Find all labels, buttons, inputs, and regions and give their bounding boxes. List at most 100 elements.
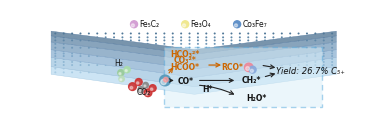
Circle shape [113,47,115,49]
Circle shape [183,24,186,27]
Circle shape [138,47,140,49]
Circle shape [314,64,316,66]
Circle shape [247,43,249,45]
Circle shape [113,36,115,38]
Polygon shape [51,57,336,87]
Circle shape [323,52,325,54]
Circle shape [231,32,232,34]
Circle shape [79,61,82,63]
Circle shape [163,68,165,70]
Circle shape [256,55,258,57]
Circle shape [314,58,316,60]
Text: Fe₅C₂: Fe₅C₂ [139,20,160,29]
Circle shape [180,55,182,57]
Circle shape [172,64,174,66]
Circle shape [205,47,207,49]
Circle shape [323,50,325,52]
Polygon shape [51,42,336,69]
Circle shape [205,50,207,52]
Text: H₂: H₂ [114,59,123,68]
Circle shape [105,58,107,60]
Circle shape [214,43,216,45]
Circle shape [231,43,232,45]
Circle shape [246,67,249,70]
Circle shape [331,71,333,73]
Circle shape [172,71,174,73]
Circle shape [289,39,291,41]
Text: CO*: CO* [177,78,193,86]
Circle shape [289,36,291,38]
Circle shape [63,71,65,73]
Circle shape [331,58,333,60]
Circle shape [273,43,274,45]
Circle shape [155,43,157,45]
Circle shape [130,68,132,70]
Circle shape [79,68,82,70]
Circle shape [323,39,325,41]
Circle shape [130,32,132,34]
Circle shape [264,64,266,66]
Circle shape [297,39,300,41]
Circle shape [205,39,207,41]
Circle shape [189,52,191,54]
Circle shape [79,50,82,52]
Circle shape [289,32,291,34]
Circle shape [331,52,333,54]
Circle shape [306,39,308,41]
Circle shape [331,43,333,45]
Circle shape [245,63,253,72]
Circle shape [214,55,216,57]
Circle shape [323,36,325,38]
Circle shape [197,71,199,73]
Circle shape [256,58,258,60]
Text: Yield: 26.7% C₅₊: Yield: 26.7% C₅₊ [276,67,345,76]
Circle shape [297,36,300,38]
Circle shape [273,68,274,70]
Circle shape [105,71,107,73]
Circle shape [113,52,115,54]
Circle shape [113,68,115,70]
Circle shape [130,55,132,57]
Circle shape [180,58,182,60]
Circle shape [289,58,291,60]
Circle shape [256,39,258,41]
Circle shape [205,68,207,70]
Circle shape [222,52,224,54]
Circle shape [113,58,115,60]
Circle shape [314,68,316,70]
Circle shape [205,61,207,63]
Circle shape [264,47,266,49]
Circle shape [306,64,308,66]
Circle shape [247,36,249,38]
Circle shape [281,36,283,38]
Circle shape [130,36,132,38]
Circle shape [71,39,73,41]
Circle shape [105,68,107,70]
Circle shape [147,43,149,45]
Circle shape [256,68,258,70]
Circle shape [161,79,166,85]
Circle shape [163,55,165,57]
Circle shape [297,52,300,54]
Circle shape [297,68,300,70]
Circle shape [314,47,316,49]
Text: H*: H* [203,85,213,94]
Circle shape [180,52,182,54]
Circle shape [239,64,241,66]
Circle shape [273,55,274,57]
Circle shape [54,61,56,63]
Circle shape [155,50,157,52]
Circle shape [172,39,174,41]
Circle shape [130,47,132,49]
Circle shape [79,55,82,57]
Circle shape [205,36,207,38]
Circle shape [273,58,274,60]
Circle shape [222,71,224,73]
Circle shape [121,64,124,66]
Circle shape [231,58,232,60]
Circle shape [113,39,115,41]
Circle shape [239,43,241,45]
Circle shape [63,43,65,45]
Circle shape [147,52,149,54]
Circle shape [231,47,232,49]
